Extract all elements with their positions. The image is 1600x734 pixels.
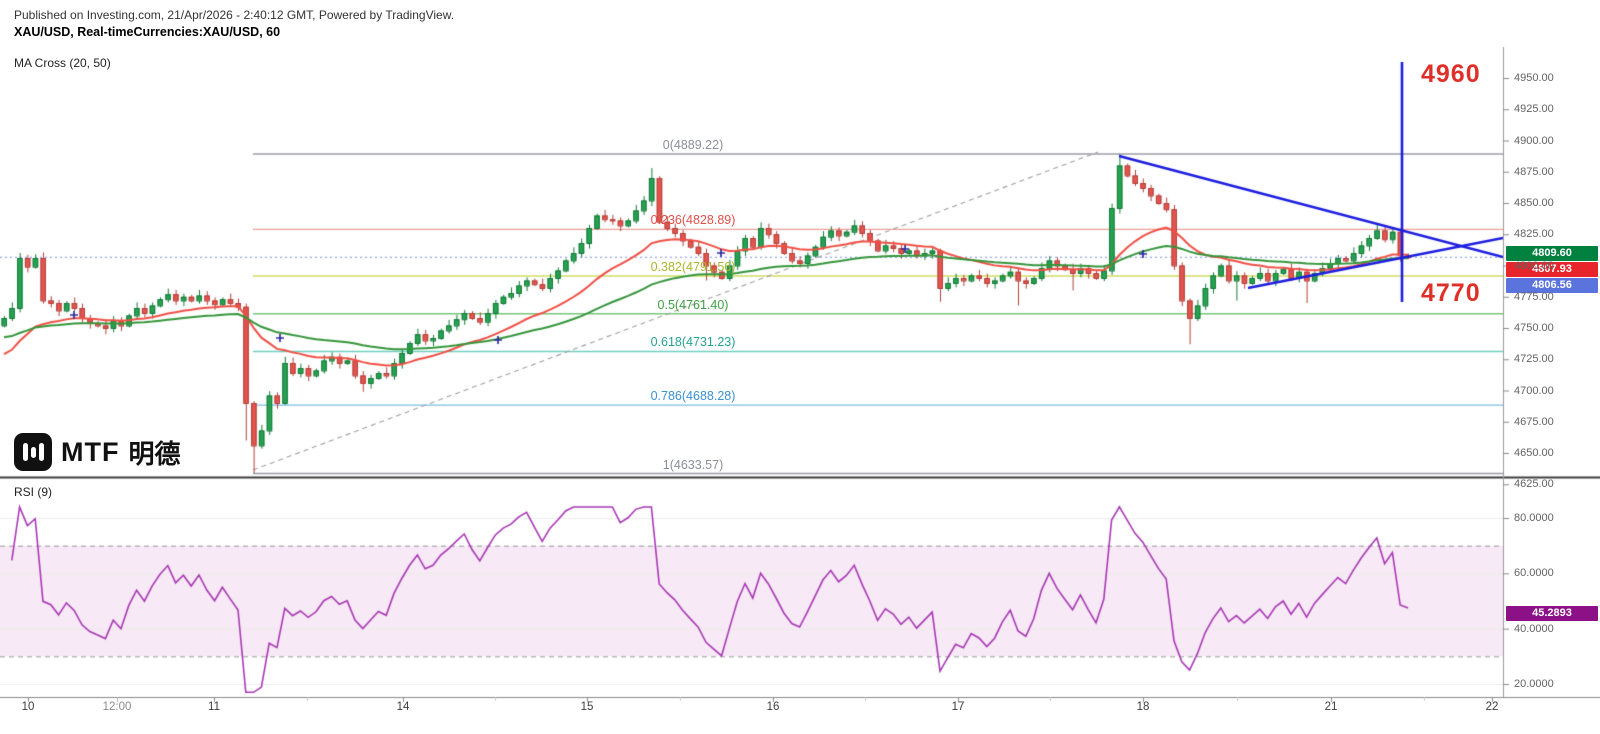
symbol-line: XAU/USD, Real-timeCurrencies:XAU/USD, 60 bbox=[14, 25, 281, 39]
y-axis-label: 4675.00 bbox=[1514, 415, 1554, 428]
x-axis-label: 14 bbox=[396, 701, 410, 713]
fib-level-label: 0.786(4688.28) bbox=[650, 389, 736, 404]
published-line: Published on Investing.com, 21/Apr/2026 … bbox=[14, 8, 455, 22]
y-axis-label: 4625.00 bbox=[1514, 478, 1554, 491]
ma-fast-price-tag: 4807.93 bbox=[1506, 262, 1598, 277]
mtf-logo: MTF 明德 bbox=[14, 433, 181, 471]
y-axis-label: 4950.00 bbox=[1514, 72, 1554, 84]
rsi-axis-label: 80.0000 bbox=[1514, 512, 1554, 524]
y-axis-label: 4700.00 bbox=[1514, 384, 1554, 397]
y-axis-label: 4925.00 bbox=[1514, 103, 1554, 116]
x-axis-label: 22 bbox=[1485, 701, 1499, 713]
ma-indicator-label: MA Cross (20, 50) bbox=[14, 56, 111, 70]
y-axis-label: 4875.00 bbox=[1514, 165, 1554, 178]
fib-level-label: 0.618(4731.23) bbox=[650, 335, 736, 350]
lower-target-annotation: 4770 bbox=[1421, 279, 1481, 307]
fib-level-label: 0(4889.22) bbox=[662, 137, 724, 152]
upper-target-annotation: 4960 bbox=[1421, 60, 1481, 88]
y-axis-label: 4850.00 bbox=[1514, 197, 1554, 209]
fib-level-label: 0.236(4828.89) bbox=[650, 213, 736, 228]
ma-slow-price-tag: 4809.60 bbox=[1506, 246, 1598, 261]
fib-level-label: 0.382(4791.56) bbox=[650, 260, 736, 275]
x-axis-label: 18 bbox=[1136, 701, 1150, 713]
fib-level-label: 0.5(4761.40) bbox=[657, 297, 729, 312]
mtf-logo-cjk: 明德 bbox=[128, 438, 181, 469]
y-axis-label: 4650.00 bbox=[1514, 447, 1554, 459]
y-axis-label: 4750.00 bbox=[1514, 322, 1554, 334]
x-axis-label: 12:00 bbox=[102, 701, 132, 713]
fib-level-label: 1(4633.57) bbox=[662, 457, 724, 472]
current-price-tag: 4806.56 bbox=[1506, 278, 1598, 293]
x-axis-label: 17 bbox=[951, 701, 965, 713]
mtf-logo-text: MTF bbox=[61, 436, 120, 467]
y-axis-label: 4825.00 bbox=[1514, 228, 1554, 241]
y-axis-label: 4725.00 bbox=[1514, 353, 1554, 366]
rsi-value-tag: 45.2893 bbox=[1506, 606, 1598, 621]
rsi-axis-label: 60.0000 bbox=[1514, 567, 1554, 580]
x-axis-label: 10 bbox=[21, 701, 35, 713]
rsi-indicator-label: RSI (9) bbox=[14, 485, 53, 499]
x-axis-label: 16 bbox=[766, 701, 780, 713]
y-axis-label: 4775.00 bbox=[1514, 290, 1554, 303]
rsi-axis-label: 40.0000 bbox=[1514, 622, 1554, 635]
y-axis-label: 4900.00 bbox=[1514, 134, 1554, 147]
y-axis-label: 4800.00 bbox=[1514, 259, 1554, 272]
rsi-axis-label: 20.0000 bbox=[1514, 678, 1554, 690]
mtf-logo-icon bbox=[14, 433, 52, 471]
x-axis-label: 15 bbox=[580, 701, 594, 713]
x-axis-label: 21 bbox=[1324, 701, 1338, 713]
x-axis-label: 11 bbox=[208, 701, 220, 713]
